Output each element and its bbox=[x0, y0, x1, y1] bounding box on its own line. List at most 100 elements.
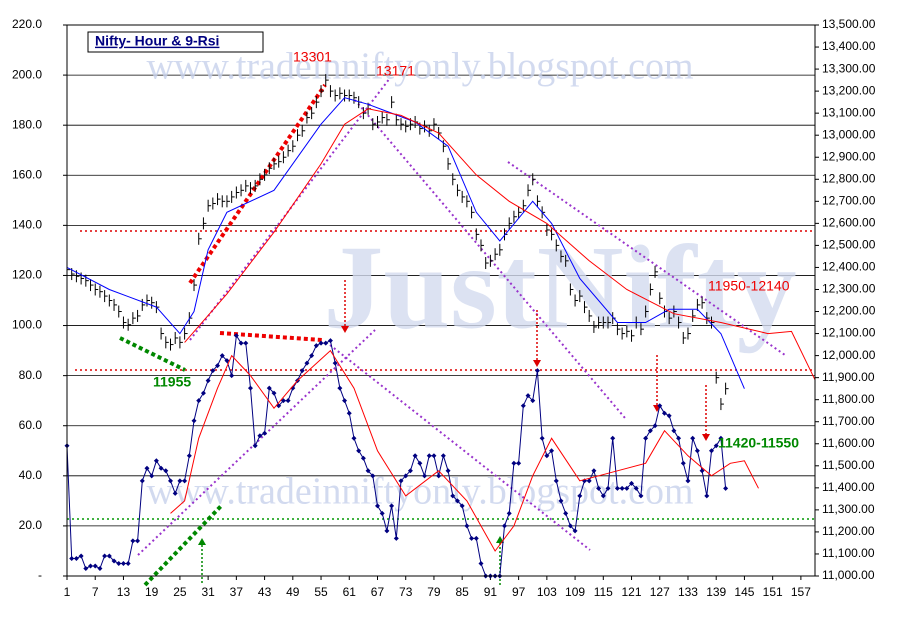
x-tick-label: 67 bbox=[371, 585, 385, 599]
rsi-point bbox=[506, 510, 512, 516]
y-tick-label: 200.0 bbox=[12, 67, 42, 81]
rsi-point bbox=[450, 493, 456, 499]
rsi-point bbox=[200, 390, 206, 396]
rsi-point bbox=[709, 448, 715, 454]
rsi-point bbox=[464, 523, 470, 529]
rsi-point bbox=[144, 465, 150, 471]
rsi-point bbox=[257, 433, 263, 439]
trend-line bbox=[507, 161, 786, 356]
rsi-point bbox=[567, 523, 573, 529]
rsi-point bbox=[299, 368, 305, 374]
rsi-point bbox=[393, 535, 399, 541]
rsi-point bbox=[252, 443, 258, 449]
x-tick-label: 109 bbox=[565, 585, 585, 599]
rsi-point bbox=[238, 340, 244, 346]
y2-tick-label: 13,400.00 bbox=[822, 39, 876, 53]
rsi-point bbox=[351, 435, 357, 441]
rsi-point bbox=[586, 478, 592, 484]
title-box bbox=[87, 31, 264, 53]
x-tick-label: 103 bbox=[537, 585, 557, 599]
rsi-point bbox=[356, 448, 362, 454]
annotation: 11955 bbox=[153, 374, 191, 390]
x-tick-label: 157 bbox=[791, 585, 811, 599]
rsi-point bbox=[671, 428, 677, 434]
y2-tick-label: 13,200.00 bbox=[822, 83, 876, 97]
rsi-point bbox=[215, 363, 221, 369]
x-tick-label: 31 bbox=[201, 585, 215, 599]
x-tick-label: 121 bbox=[622, 585, 642, 599]
rsi-point bbox=[172, 490, 178, 496]
rsi-point bbox=[652, 423, 658, 429]
rsi-point bbox=[139, 478, 145, 484]
y2-tick-label: 11,600.00 bbox=[822, 436, 875, 450]
rsi-point bbox=[577, 493, 583, 499]
rsi-point bbox=[454, 498, 460, 504]
y2-tick-label: 13,000.00 bbox=[822, 127, 876, 141]
y2-tick-label: 13,100.00 bbox=[822, 105, 876, 119]
x-tick-label: 73 bbox=[399, 585, 413, 599]
rsi-point bbox=[167, 478, 173, 484]
y2-tick-label: 13,500.00 bbox=[822, 17, 876, 31]
rsi-point bbox=[469, 535, 475, 541]
rsi-point bbox=[158, 465, 164, 471]
rsi-point bbox=[327, 338, 333, 344]
rsi-point bbox=[266, 385, 272, 391]
rsi-point bbox=[97, 565, 103, 571]
rsi-point bbox=[445, 468, 451, 474]
x-tick-label: 55 bbox=[314, 585, 328, 599]
rsi-point bbox=[520, 403, 526, 409]
y2-tick-label: 12,400.00 bbox=[822, 260, 876, 274]
trend-line bbox=[119, 336, 186, 372]
rsi-point bbox=[379, 510, 385, 516]
rsi-point bbox=[610, 435, 616, 441]
y-tick-label: 120.0 bbox=[12, 268, 42, 282]
y-tick-label: 80.0 bbox=[19, 368, 43, 382]
y-tick-label: 60.0 bbox=[19, 418, 43, 432]
rsi-point bbox=[436, 473, 442, 479]
rsi-point bbox=[398, 478, 404, 484]
rsi-point bbox=[285, 398, 291, 404]
rsi-point bbox=[624, 485, 630, 491]
rsi-point bbox=[186, 453, 192, 459]
rsi-point bbox=[262, 430, 268, 436]
rsi-point bbox=[699, 468, 705, 474]
rsi-point bbox=[511, 460, 517, 466]
x-tick-label: 97 bbox=[512, 585, 526, 599]
y-tick-label: 40.0 bbox=[19, 468, 43, 482]
rsi-point bbox=[196, 398, 202, 404]
rsi-point bbox=[346, 410, 352, 416]
rsi-point bbox=[149, 473, 155, 479]
plot bbox=[64, 74, 816, 579]
y2-tick-label: 11,300.00 bbox=[822, 502, 875, 516]
rsi-point bbox=[384, 528, 390, 534]
x-tick-label: 19 bbox=[145, 585, 159, 599]
rsi-point bbox=[69, 555, 75, 561]
rsi-point bbox=[313, 343, 319, 349]
rsi-point bbox=[243, 340, 249, 346]
y-tick-label: 20.0 bbox=[19, 518, 43, 532]
rsi-point bbox=[280, 398, 286, 404]
rsi-point bbox=[600, 493, 606, 499]
rsi-point bbox=[718, 435, 724, 441]
watermark: www.tradeinniftyonly.blogspot.com bbox=[146, 471, 693, 513]
rsi-point bbox=[431, 453, 437, 459]
arrow-head bbox=[702, 434, 710, 441]
y2-tick-label: 12,200.00 bbox=[822, 304, 876, 318]
rsi-point bbox=[233, 333, 239, 339]
annotation: 11420-11550 bbox=[718, 435, 799, 451]
rsi-point bbox=[130, 538, 136, 544]
x-tick-label: 133 bbox=[678, 585, 698, 599]
rsi-point bbox=[224, 358, 230, 364]
rsi-point bbox=[365, 468, 371, 474]
x-tick-label: 37 bbox=[230, 585, 244, 599]
chart-title: Nifty- Hour & 9-Rsi bbox=[95, 33, 219, 49]
rsi-point bbox=[422, 473, 428, 479]
rsi-point bbox=[473, 535, 479, 541]
rsi-point bbox=[205, 378, 211, 384]
plot-border bbox=[66, 24, 816, 577]
y2-tick-label: 12,500.00 bbox=[822, 238, 876, 252]
y2-tick-label: 12,100.00 bbox=[822, 326, 876, 340]
rsi-point bbox=[332, 360, 338, 366]
y2-tick-label: 12,700.00 bbox=[822, 193, 876, 207]
